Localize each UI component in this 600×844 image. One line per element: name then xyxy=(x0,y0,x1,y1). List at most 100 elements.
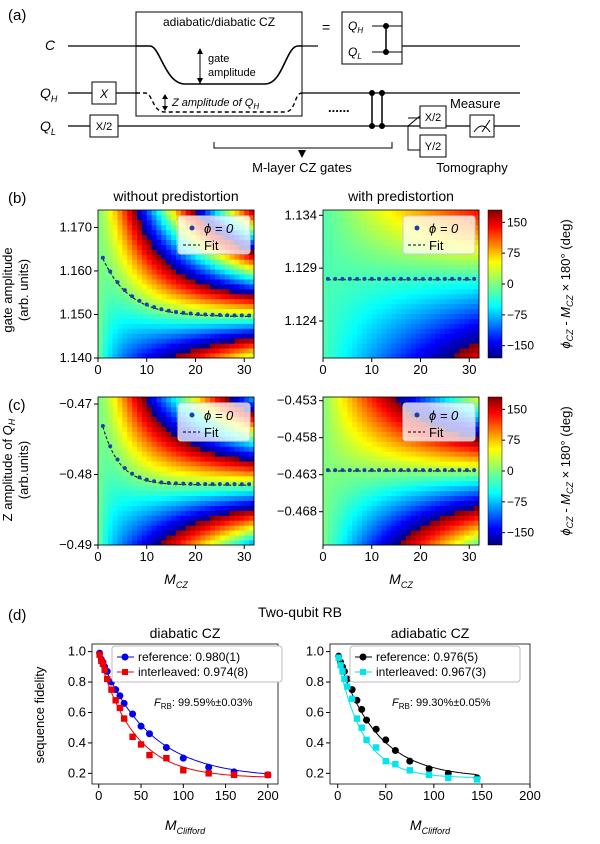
heatmap-cell xyxy=(459,525,465,531)
heatmap-cell xyxy=(366,224,373,231)
heatmap-cell xyxy=(449,461,456,467)
heatmap-cell xyxy=(396,244,402,250)
heatmap-cell xyxy=(444,540,451,546)
heatmap-cell xyxy=(352,219,358,226)
heatmap-cell xyxy=(117,485,123,492)
heatmap-cell xyxy=(200,466,206,472)
heatmap-cell xyxy=(376,535,382,541)
heatmap-cell xyxy=(430,308,436,314)
heatmap-cell xyxy=(327,333,334,339)
heatmap-cell xyxy=(381,446,387,452)
heatmap-cell xyxy=(249,530,255,536)
heatmap-cell xyxy=(440,333,446,339)
heatmap-cell xyxy=(357,490,363,497)
heatmap-cell xyxy=(132,397,138,403)
heatmap-cell xyxy=(332,471,339,477)
phi-zero-point xyxy=(347,276,352,281)
heatmap-cell xyxy=(474,530,480,536)
heatmap-cell xyxy=(469,480,475,487)
heatmap-cell xyxy=(200,293,206,300)
heatmap-cell xyxy=(357,229,363,236)
heatmap-cell xyxy=(366,210,373,216)
heatmap-cell xyxy=(323,323,329,329)
heatmap-cell xyxy=(371,353,378,359)
heatmap-cell xyxy=(327,279,334,285)
heatmap-cell xyxy=(401,441,407,447)
heatmap-cell xyxy=(391,505,397,511)
heatmap-cell xyxy=(122,254,128,260)
heatmap-cell xyxy=(166,525,172,531)
heatmap-cell xyxy=(323,313,329,319)
heatmap-cell xyxy=(386,426,392,432)
heatmap-cell xyxy=(244,525,250,531)
heatmap-cell xyxy=(122,441,128,447)
heatmap-cell xyxy=(474,353,480,359)
heatmap-cell xyxy=(190,510,196,516)
heatmap-cell xyxy=(161,461,167,467)
heatmap-cell xyxy=(239,495,245,501)
heatmap-cell xyxy=(396,333,402,339)
heatmap-cell xyxy=(249,210,255,216)
heatmap-cell xyxy=(98,274,104,280)
heatmap-cell xyxy=(386,451,392,457)
heatmap-cell xyxy=(112,490,118,497)
heatmap-cell xyxy=(440,505,446,511)
heatmap-cell xyxy=(352,214,358,221)
heatmap-cell xyxy=(249,234,255,240)
heatmap-cell xyxy=(371,239,378,245)
heatmap-cell xyxy=(180,254,187,260)
heatmap-cell xyxy=(386,510,392,516)
legend-label-fit: Fit xyxy=(204,425,219,440)
phi-zero-point xyxy=(333,276,338,281)
heatmap-cell xyxy=(210,353,216,359)
heatmap-cell xyxy=(362,343,368,349)
heatmap-cell xyxy=(435,500,441,506)
heatmap-cell xyxy=(185,535,192,541)
heatmap-cell xyxy=(469,490,475,497)
heatmap-cell xyxy=(151,269,157,275)
heatmap-cell xyxy=(166,254,172,260)
heatmap-cell xyxy=(454,338,460,344)
heatmap-cell xyxy=(161,264,167,270)
heatmap-cell xyxy=(229,500,235,506)
heatmap-cell xyxy=(352,239,358,245)
heatmap-cell xyxy=(141,269,148,275)
heatmap-cell xyxy=(323,254,329,260)
heatmap-cell xyxy=(205,495,211,501)
phi-zero-point xyxy=(130,471,135,476)
heatmap-cell xyxy=(469,288,475,295)
heatmap-cell xyxy=(117,210,123,216)
heatmap-cell xyxy=(371,480,378,487)
heatmap-cell xyxy=(366,239,373,245)
heatmap-cell xyxy=(444,480,451,487)
heatmap-cell xyxy=(166,333,172,339)
heatmap-cell xyxy=(440,264,446,270)
heatmap-cell xyxy=(127,471,133,477)
heatmap-cell xyxy=(151,480,157,487)
heatmap-cell xyxy=(327,461,334,467)
heatmap-cell xyxy=(132,229,138,236)
heatmap-cell xyxy=(161,475,167,482)
heatmap-cell xyxy=(366,456,373,462)
heatmap-cell xyxy=(440,298,446,305)
heatmap-cell xyxy=(249,313,255,319)
heatmap-cell xyxy=(474,224,480,231)
heatmap-cell xyxy=(391,397,397,403)
heatmap-cell xyxy=(190,485,196,492)
heatmap-cell xyxy=(224,323,231,329)
heatmap-cell xyxy=(146,274,153,280)
heatmap-cell xyxy=(449,284,456,290)
heatmap-cell xyxy=(112,500,118,506)
heatmap-cell xyxy=(112,401,118,408)
heatmap-cell xyxy=(376,436,382,442)
heatmap-cell xyxy=(219,264,226,270)
heatmap-cell xyxy=(327,471,334,477)
heatmap-cell xyxy=(352,397,358,403)
heatmap-cell xyxy=(401,348,407,354)
heatmap-cell xyxy=(362,436,368,442)
heatmap-cell xyxy=(200,490,206,497)
heatmap-cell xyxy=(195,471,201,477)
heatmap-cell xyxy=(107,284,114,290)
heatmap-cell xyxy=(366,441,373,447)
phi-zero-point xyxy=(369,276,374,281)
